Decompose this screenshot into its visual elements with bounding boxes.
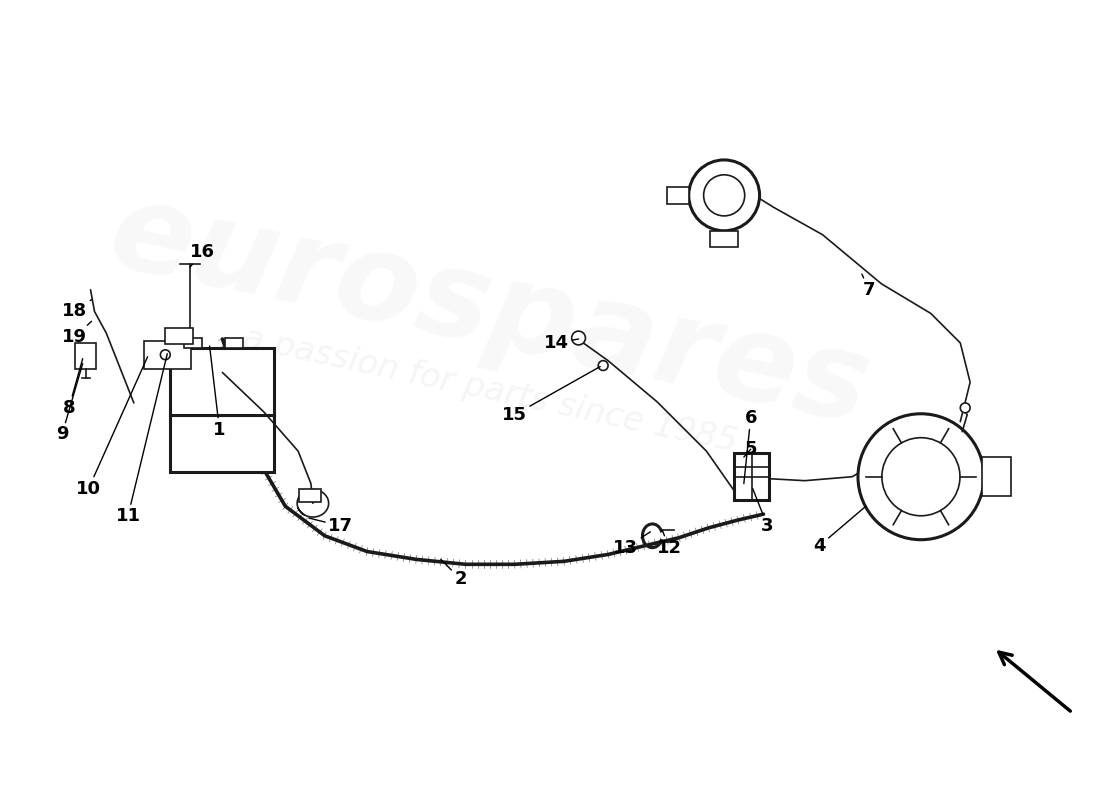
Circle shape	[960, 403, 970, 413]
Text: 8: 8	[63, 358, 82, 417]
Text: eurospares: eurospares	[100, 174, 880, 449]
Text: 6: 6	[744, 409, 757, 484]
Text: 2: 2	[441, 559, 466, 588]
Bar	[299, 489, 321, 502]
Bar	[982, 457, 1012, 497]
Bar	[170, 348, 274, 414]
Circle shape	[704, 175, 745, 216]
Bar	[75, 343, 97, 369]
Bar	[711, 230, 738, 246]
Text: 17: 17	[309, 517, 353, 535]
Text: 13: 13	[614, 532, 650, 557]
Text: 4: 4	[813, 506, 866, 554]
Bar	[184, 338, 201, 348]
Text: 9: 9	[56, 363, 82, 443]
Text: 10: 10	[76, 357, 147, 498]
Bar	[226, 338, 243, 348]
Circle shape	[689, 160, 760, 230]
Circle shape	[882, 438, 960, 516]
Text: 14: 14	[544, 334, 579, 352]
Text: 7: 7	[862, 274, 874, 299]
Text: 16: 16	[190, 243, 216, 267]
Text: 12: 12	[657, 530, 682, 557]
Text: 1: 1	[210, 346, 225, 438]
Text: a passion for parts since 1985: a passion for parts since 1985	[240, 322, 740, 458]
Bar	[144, 341, 191, 369]
Circle shape	[572, 331, 585, 345]
Text: 3: 3	[752, 489, 773, 535]
Text: 11: 11	[116, 354, 167, 525]
Bar	[170, 414, 274, 472]
Circle shape	[598, 361, 608, 370]
Bar	[165, 328, 192, 344]
Text: 19: 19	[63, 322, 91, 346]
Circle shape	[858, 414, 983, 540]
Circle shape	[161, 350, 170, 360]
Text: 18: 18	[63, 300, 91, 321]
Bar	[734, 453, 769, 500]
Text: 5: 5	[744, 440, 757, 458]
Bar	[667, 186, 689, 204]
Text: 15: 15	[502, 366, 601, 424]
